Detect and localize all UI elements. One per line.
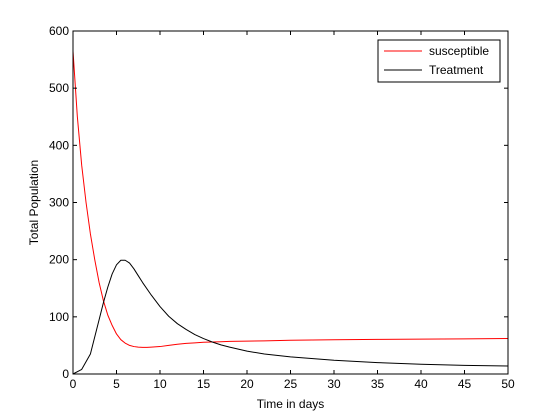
x-tick-label: 35 [371,377,385,391]
x-tick-label: 30 [327,377,341,391]
x-tick-label: 40 [414,377,428,391]
y-tick-label: 600 [49,24,69,38]
x-tick-label: 45 [458,377,472,391]
y-axis-label: Total Population [27,160,41,245]
x-tick-label: 50 [501,377,515,391]
legend-label-susceptible: susceptible [429,44,489,58]
y-tick-label: 200 [49,253,69,267]
y-tick-label: 500 [49,81,69,95]
x-tick-label: 10 [153,377,167,391]
y-tick-label: 300 [49,196,69,210]
series-line-treatment [73,259,508,374]
y-tick-label: 0 [62,367,69,381]
x-axis-label: Time in days [257,397,325,411]
x-tick-label: 20 [240,377,254,391]
x-tick-label: 15 [197,377,211,391]
x-tick-label: 5 [113,377,120,391]
x-tick-label: 0 [70,377,77,391]
legend-box [377,39,501,83]
y-tick-label: 400 [49,138,69,152]
series-line-susceptible [73,50,508,348]
x-tick-label: 25 [284,377,298,391]
y-tick-label: 100 [49,310,69,324]
legend-label-treatment: Treatment [429,63,484,77]
